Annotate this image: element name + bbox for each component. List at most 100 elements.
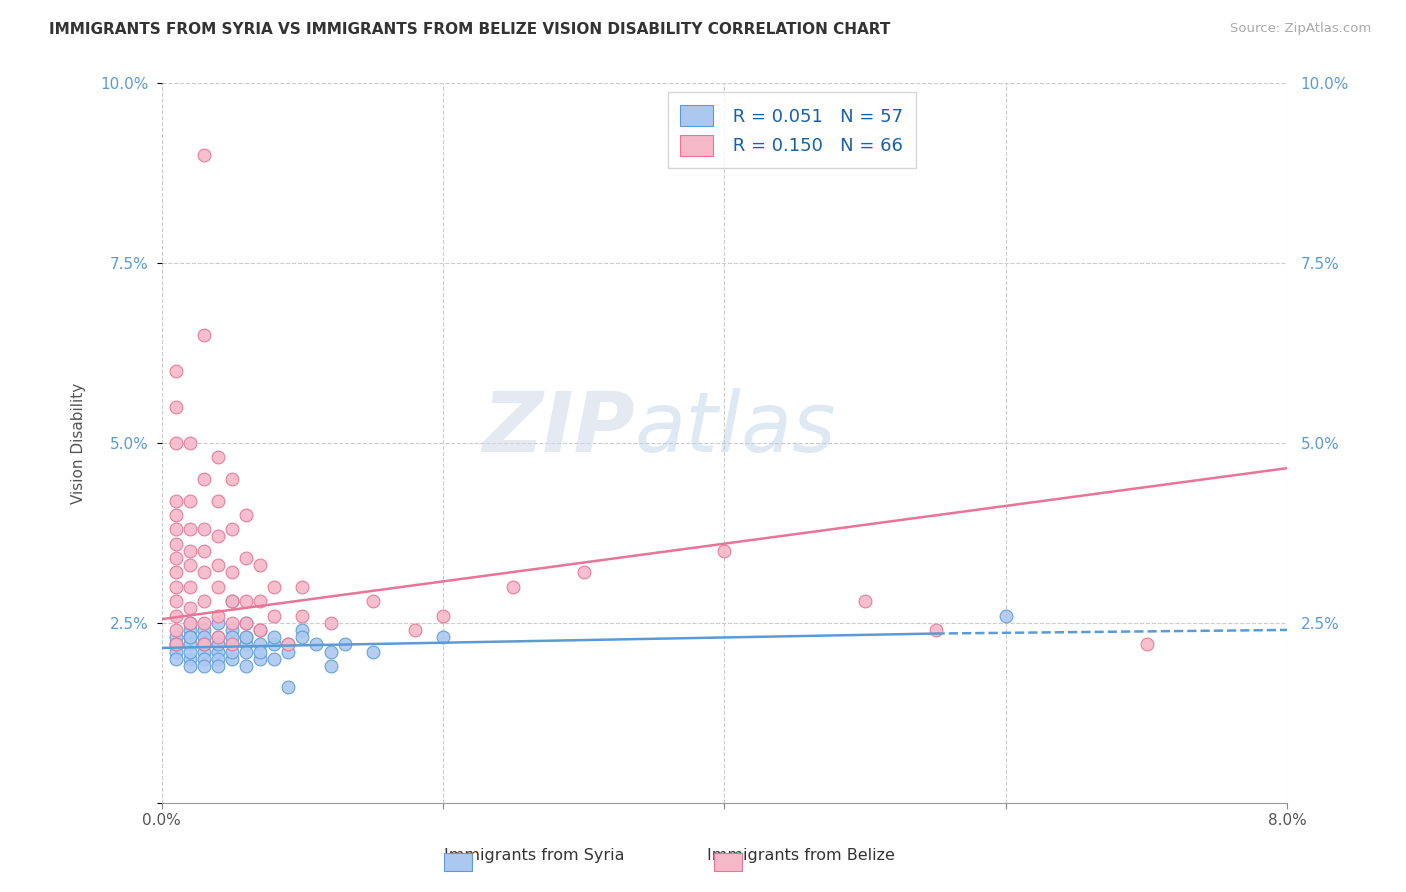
Point — [165, 644, 187, 658]
Point — [165, 566, 187, 580]
Point — [277, 637, 299, 651]
Point — [263, 651, 285, 665]
Point — [994, 608, 1017, 623]
Point — [165, 400, 187, 414]
Point — [165, 551, 187, 566]
Point — [179, 623, 201, 637]
Point — [235, 644, 257, 658]
Point — [207, 637, 229, 651]
Point — [361, 644, 384, 658]
Point — [193, 472, 215, 486]
Point — [207, 630, 229, 644]
Point — [853, 594, 876, 608]
Point — [179, 630, 201, 644]
Point — [207, 651, 229, 665]
Point — [193, 544, 215, 558]
Point — [249, 651, 271, 665]
Point — [361, 594, 384, 608]
Text: Immigrants from Belize: Immigrants from Belize — [707, 848, 896, 863]
Point — [249, 558, 271, 573]
Point — [235, 630, 257, 644]
Point — [165, 637, 187, 651]
Point — [193, 659, 215, 673]
Point — [165, 508, 187, 522]
Point — [179, 637, 201, 651]
Point — [207, 644, 229, 658]
Point — [249, 623, 271, 637]
Point — [291, 630, 314, 644]
Point — [179, 644, 201, 658]
Point — [221, 630, 243, 644]
Point — [207, 615, 229, 630]
Point — [263, 580, 285, 594]
Point — [179, 615, 201, 630]
Point — [165, 623, 187, 637]
Y-axis label: Vision Disability: Vision Disability — [72, 383, 86, 504]
Point — [165, 536, 187, 550]
Point — [165, 522, 187, 536]
Point — [207, 493, 229, 508]
Point — [249, 594, 271, 608]
Point — [207, 659, 229, 673]
Point — [193, 644, 215, 658]
Point — [179, 601, 201, 615]
Text: atlas: atlas — [634, 388, 837, 469]
Point — [1135, 637, 1157, 651]
Point — [165, 364, 187, 378]
Point — [235, 615, 257, 630]
Point — [277, 644, 299, 658]
Point — [221, 472, 243, 486]
Point — [207, 608, 229, 623]
Point — [432, 608, 454, 623]
Text: Source: ZipAtlas.com: Source: ZipAtlas.com — [1230, 22, 1371, 36]
Point — [179, 436, 201, 450]
Point — [263, 630, 285, 644]
Point — [277, 637, 299, 651]
Point — [193, 623, 215, 637]
Point — [221, 637, 243, 651]
Point — [291, 623, 314, 637]
Point — [235, 551, 257, 566]
Point — [221, 651, 243, 665]
Point — [249, 637, 271, 651]
Text: IMMIGRANTS FROM SYRIA VS IMMIGRANTS FROM BELIZE VISION DISABILITY CORRELATION CH: IMMIGRANTS FROM SYRIA VS IMMIGRANTS FROM… — [49, 22, 890, 37]
Point — [207, 558, 229, 573]
Point — [165, 637, 187, 651]
Point — [291, 608, 314, 623]
Point — [263, 608, 285, 623]
Point — [193, 566, 215, 580]
Point — [165, 594, 187, 608]
Point — [193, 615, 215, 630]
Point — [263, 637, 285, 651]
Point — [502, 580, 524, 594]
Point — [193, 637, 215, 651]
Point — [235, 594, 257, 608]
Point — [193, 651, 215, 665]
Point — [193, 522, 215, 536]
Point — [235, 508, 257, 522]
Legend:  R = 0.051   N = 57,  R = 0.150   N = 66: R = 0.051 N = 57, R = 0.150 N = 66 — [668, 93, 917, 169]
Point — [221, 566, 243, 580]
Point — [291, 580, 314, 594]
Point — [713, 544, 735, 558]
Point — [165, 630, 187, 644]
Point — [165, 637, 187, 651]
Point — [165, 493, 187, 508]
Point — [179, 544, 201, 558]
Point — [221, 594, 243, 608]
Point — [165, 608, 187, 623]
Point — [179, 659, 201, 673]
Point — [319, 659, 342, 673]
Point — [333, 637, 356, 651]
Point — [179, 615, 201, 630]
Point — [207, 630, 229, 644]
Point — [193, 637, 215, 651]
Point — [319, 615, 342, 630]
Point — [179, 493, 201, 508]
Point — [193, 328, 215, 343]
Point — [193, 630, 215, 644]
Point — [165, 651, 187, 665]
Point — [165, 580, 187, 594]
Point — [221, 623, 243, 637]
Point — [432, 630, 454, 644]
